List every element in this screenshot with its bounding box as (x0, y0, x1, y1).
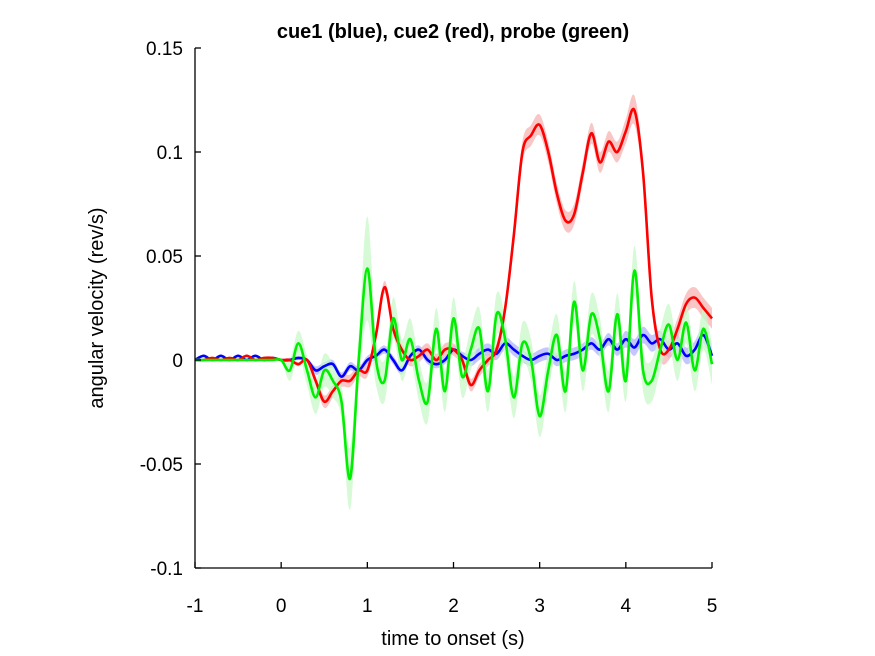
x-tick-label: 2 (448, 596, 459, 617)
x-tick-label: 5 (707, 596, 718, 617)
x-tick-label: 1 (362, 596, 373, 617)
y-tick-label: 0.15 (146, 39, 183, 60)
x-axis-label: time to onset (s) (381, 628, 524, 650)
y-axis-ticks: -0.1 -0.05 0 0.05 0.1 0.15 (140, 39, 201, 580)
x-tick-label: 0 (276, 596, 287, 617)
probe-series-band (195, 216, 712, 511)
chart-title: cue1 (blue), cue2 (red), probe (green) (277, 21, 629, 43)
probe-series-line (195, 267, 714, 480)
y-tick-label: -0.05 (140, 455, 183, 476)
y-tick-label: 0.1 (157, 143, 183, 164)
x-tick-label: 4 (621, 596, 632, 617)
series-lines (194, 107, 714, 480)
x-tick-label: 3 (534, 596, 545, 617)
x-axis-ticks: -1 0 1 2 3 4 5 (187, 562, 718, 617)
y-axis-label: angular velocity (rev/s) (86, 207, 108, 408)
y-tick-label: 0.05 (146, 247, 183, 268)
y-tick-label: -0.1 (150, 559, 183, 580)
x-tick-label: -1 (187, 596, 204, 617)
y-tick-label: 0 (172, 351, 183, 372)
plot-area (194, 94, 714, 511)
confidence-bands (195, 94, 712, 511)
